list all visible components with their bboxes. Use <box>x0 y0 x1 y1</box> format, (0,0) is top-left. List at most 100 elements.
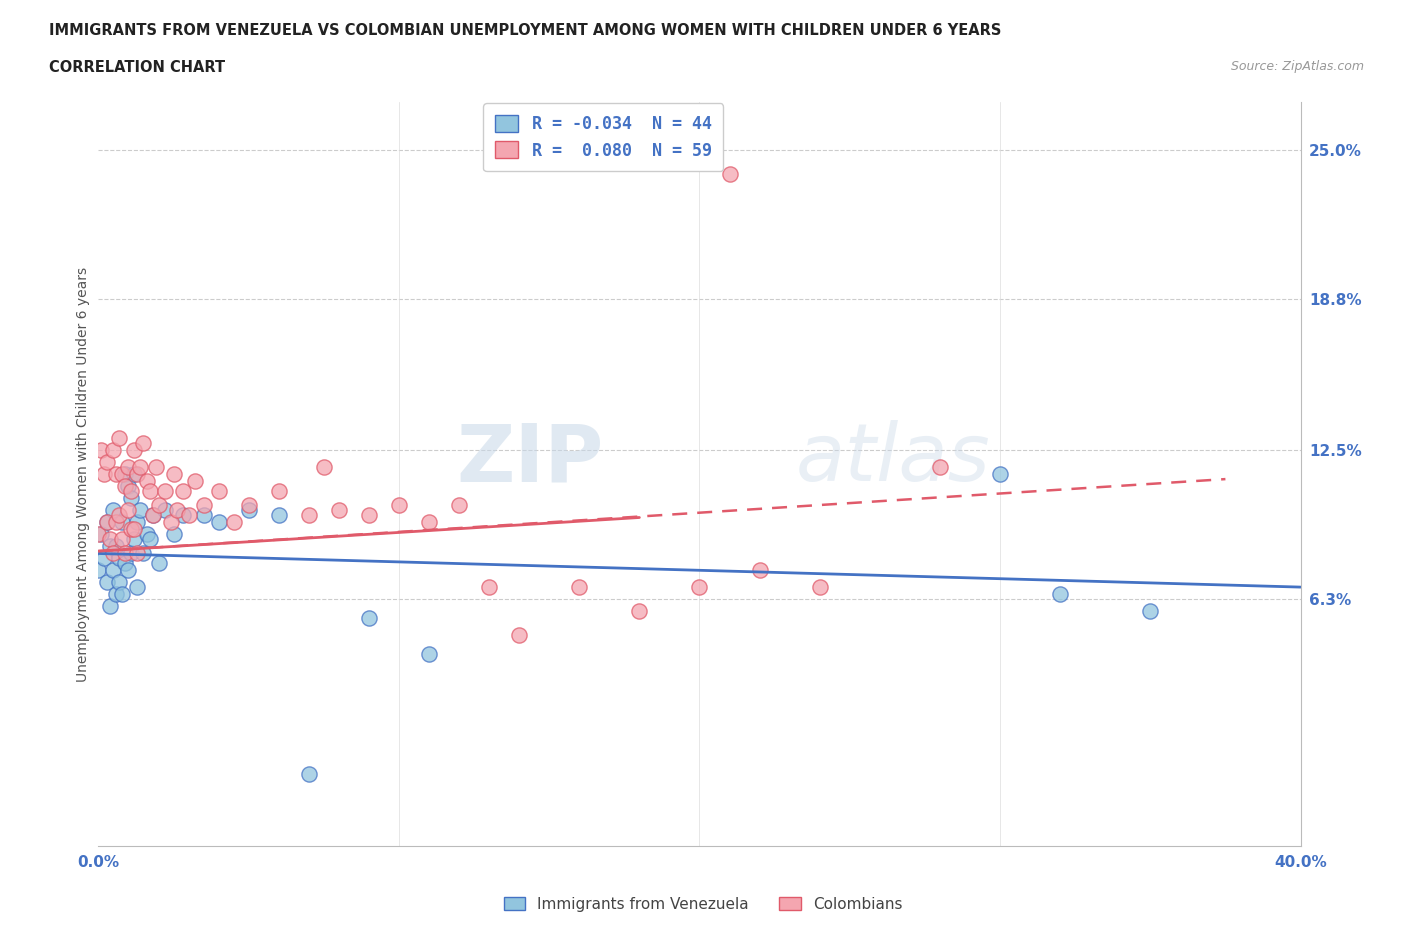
Point <box>111 515 134 530</box>
Point <box>121 546 143 561</box>
Point <box>208 515 231 530</box>
Point <box>238 498 260 513</box>
Point <box>135 474 157 489</box>
Point <box>124 532 146 547</box>
Point <box>90 527 112 542</box>
Point <box>357 508 380 523</box>
Point <box>298 767 321 782</box>
Point <box>153 503 176 518</box>
Point <box>267 508 290 523</box>
Point <box>100 532 122 547</box>
Point <box>328 503 350 518</box>
Point <box>138 484 160 498</box>
Point <box>121 484 143 498</box>
Point <box>121 491 143 506</box>
Point <box>418 515 440 530</box>
Point <box>87 563 110 578</box>
Point <box>124 467 146 482</box>
Point <box>138 532 160 547</box>
Y-axis label: Unemployment Among Women with Children Under 6 years: Unemployment Among Women with Children U… <box>76 267 90 682</box>
Point <box>114 546 136 561</box>
Point <box>96 515 118 530</box>
Point <box>108 431 131 445</box>
Point <box>172 508 194 523</box>
Point <box>222 515 245 530</box>
Point <box>108 551 131 565</box>
Point <box>388 498 411 513</box>
Point <box>418 647 440 662</box>
Point <box>1049 587 1071 602</box>
Point <box>172 484 194 498</box>
Point <box>689 579 711 594</box>
Point <box>105 515 128 530</box>
Point <box>929 459 952 474</box>
Point <box>87 527 110 542</box>
Text: ZIP: ZIP <box>456 420 603 498</box>
Point <box>447 498 470 513</box>
Point <box>114 479 136 494</box>
Text: CORRELATION CHART: CORRELATION CHART <box>49 60 225 75</box>
Point <box>108 508 131 523</box>
Point <box>105 587 128 602</box>
Point <box>166 503 188 518</box>
Point <box>508 628 530 643</box>
Point <box>177 508 200 523</box>
Legend: Immigrants from Venezuela, Colombians: Immigrants from Venezuela, Colombians <box>498 890 908 918</box>
Point <box>100 538 122 553</box>
Text: IMMIGRANTS FROM VENEZUELA VS COLOMBIAN UNEMPLOYMENT AMONG WOMEN WITH CHILDREN UN: IMMIGRANTS FROM VENEZUELA VS COLOMBIAN U… <box>49 23 1001 38</box>
Point <box>153 484 176 498</box>
Point <box>808 579 831 594</box>
Point <box>105 538 128 553</box>
Point <box>129 459 152 474</box>
Point <box>141 508 163 523</box>
Point <box>96 455 118 470</box>
Point <box>96 515 118 530</box>
Point <box>132 546 155 561</box>
Point <box>114 555 136 570</box>
Point <box>988 467 1011 482</box>
Point <box>357 611 380 626</box>
Point <box>103 546 125 561</box>
Point <box>127 467 149 482</box>
Point <box>129 503 152 518</box>
Point <box>127 546 149 561</box>
Point <box>162 467 184 482</box>
Point <box>568 579 591 594</box>
Point <box>103 563 125 578</box>
Point <box>105 467 128 482</box>
Point <box>718 166 741 181</box>
Point <box>238 503 260 518</box>
Point <box>124 443 146 458</box>
Point <box>111 532 134 547</box>
Point <box>162 527 184 542</box>
Point <box>124 522 146 537</box>
Point <box>141 508 163 523</box>
Point <box>127 579 149 594</box>
Point <box>117 479 139 494</box>
Point <box>127 515 149 530</box>
Point <box>90 443 112 458</box>
Point <box>628 604 651 618</box>
Point <box>183 474 205 489</box>
Point <box>478 579 501 594</box>
Point <box>267 484 290 498</box>
Legend: R = -0.034  N = 44, R =  0.080  N = 59: R = -0.034 N = 44, R = 0.080 N = 59 <box>484 103 723 171</box>
Point <box>114 467 136 482</box>
Point <box>93 467 115 482</box>
Point <box>208 484 231 498</box>
Point <box>117 459 139 474</box>
Point <box>193 508 215 523</box>
Point <box>145 459 167 474</box>
Point <box>103 443 125 458</box>
Point <box>748 563 770 578</box>
Point <box>135 527 157 542</box>
Text: Source: ZipAtlas.com: Source: ZipAtlas.com <box>1230 60 1364 73</box>
Point <box>132 435 155 450</box>
Point <box>117 563 139 578</box>
Text: atlas: atlas <box>796 420 990 498</box>
Point <box>100 599 122 614</box>
Point <box>117 503 139 518</box>
Point <box>312 459 335 474</box>
Point <box>121 522 143 537</box>
Point <box>193 498 215 513</box>
